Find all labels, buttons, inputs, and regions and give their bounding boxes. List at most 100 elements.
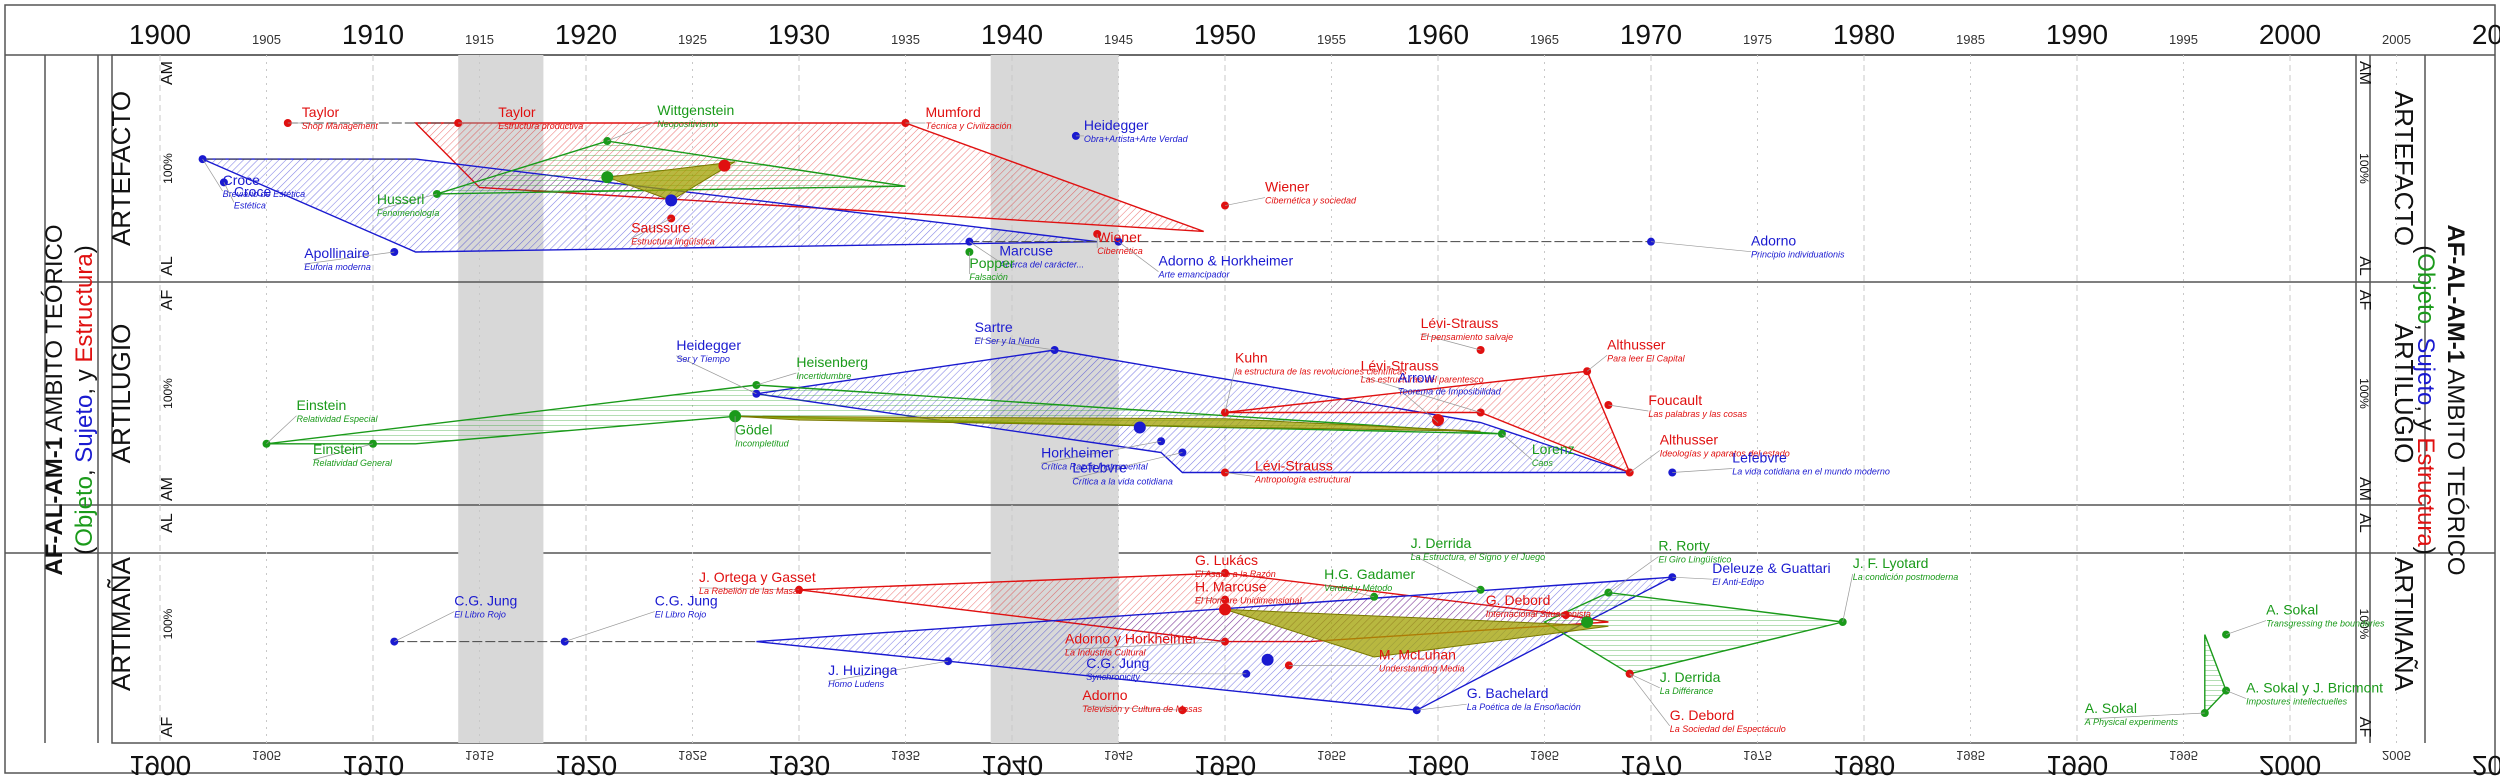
leader-line [1672, 468, 1733, 473]
author-name: J. Ortega y Gasset [699, 569, 816, 585]
title-sep1-right: , [2412, 324, 2439, 337]
leader-line [1194, 597, 1226, 600]
title-code: AF-AL-AM-1 [41, 437, 68, 576]
author-name: G. Lukács [1195, 552, 1258, 568]
author-name: J. Derrida [1411, 535, 1472, 551]
author-name: Lorenz [1532, 441, 1575, 457]
leader-line [1118, 241, 1159, 272]
author-name: Mumford [926, 104, 981, 120]
axis-layer: 1900 1900 1910 1910 1920 1920 1930 1930 1940 1940… [129, 19, 2500, 781]
leader-line [2225, 620, 2267, 635]
right-title: AF-AL-AM-1 AMBITO TEÓRICO (Objeto, Sujet… [2412, 224, 2469, 575]
leader-line [1629, 450, 1660, 473]
work-title: El Anti-Edipo [1712, 577, 1764, 587]
leader-line [676, 355, 757, 395]
work-title: Relatividad General [313, 458, 393, 468]
author-name: Arrow [1398, 370, 1435, 386]
axis-major-top-1950: 1950 [1194, 19, 1256, 50]
author-name: J. F. Lyotard [1853, 555, 1929, 571]
work-title: La Sociedad del Espectáculo [1670, 724, 1786, 734]
leader-line [1629, 673, 1670, 727]
leader-line [1064, 641, 1226, 650]
band-tag-right: 100% [2357, 153, 2371, 184]
axis-major-bottom-1990: 1990 [2046, 750, 2108, 778]
centroid-dot-9 [1261, 653, 1274, 666]
work-title: Shop Management [302, 121, 379, 131]
leader-line [607, 120, 658, 142]
work-title: Crítica Razón Instrumental [1041, 461, 1149, 471]
leader-line [1224, 368, 1236, 413]
leader-line [2225, 690, 2247, 699]
title-sep2: , y [71, 363, 98, 395]
leader-line [1501, 433, 1533, 461]
author-name: Althusser [1660, 432, 1719, 448]
axis-major-top-1980: 1980 [1833, 19, 1895, 50]
work-title: La Différance [1660, 686, 1714, 696]
axis-major-bottom-2010: 2010 [2472, 750, 2500, 778]
title-open: ( [71, 547, 98, 555]
leader-line [1416, 703, 1467, 711]
axis-minor-top-1915: 1915 [465, 32, 494, 47]
title-code-right: AF-AL-AM-1 [2442, 224, 2469, 363]
axis-major-top-1910: 1910 [342, 19, 404, 50]
author-name: Adorno [1082, 687, 1127, 703]
band-tag-left: AF [159, 717, 176, 738]
leader-line [828, 660, 949, 682]
leader-line [202, 158, 223, 192]
work-title: Homo Ludens [828, 679, 885, 689]
author-name: Marcuse [999, 243, 1053, 259]
band-tag-right: AL [2356, 513, 2373, 533]
leader-line [756, 372, 797, 386]
overlap-region-1 [607, 161, 736, 201]
author-name: Adorno & Horkheimer [1159, 253, 1294, 269]
leader-line [1608, 404, 1649, 412]
author-name: Heidegger [1084, 117, 1149, 133]
work-title: El Asalto a la Razón [1195, 569, 1276, 579]
author-name: Horkheimer [1041, 444, 1114, 460]
author-name: Husserl [377, 191, 424, 207]
axis-minor-bottom-1945: 1945 [1104, 748, 1133, 763]
band-tag-right: AM [2356, 61, 2373, 85]
leader-line [1194, 570, 1226, 574]
leader-line [2084, 712, 2205, 720]
axis-minor-top-1905: 1905 [252, 32, 281, 47]
svg-text:(Objeto, Sujeto, y Estructura): (Objeto, Sujeto, y Estructura) [2412, 245, 2439, 555]
leader-line [1324, 584, 1375, 598]
axis-minor-bottom-1965: 1965 [1530, 748, 1559, 763]
axis-major-top-1970: 1970 [1620, 19, 1682, 50]
band-label-right: ARTIMAÑA [2389, 557, 2419, 692]
band-tag-left: AF [159, 290, 176, 311]
svg-text:AF-AL-AM-1 AMBITO TEÓRICO: AF-AL-AM-1 AMBITO TEÓRICO [41, 224, 68, 575]
work-title: Cibernética y sociedad [1265, 196, 1357, 206]
axis-minor-bottom-1975: 1975 [1743, 748, 1772, 763]
band-tag-right: AF [2356, 290, 2373, 311]
axis-minor-top-1955: 1955 [1317, 32, 1346, 47]
svg-text:AF-AL-AM-1 AMBITO TEÓRICO: AF-AL-AM-1 AMBITO TEÓRICO [2442, 224, 2469, 575]
axis-minor-bottom-2005: 2005 [2382, 748, 2411, 763]
author-name: Adorno y Horkheimer [1065, 631, 1198, 647]
author-name: C.G. Jung [655, 593, 718, 609]
work-title: Verdad y Método [1324, 583, 1392, 593]
author-name: M. McLuhan [1379, 646, 1456, 662]
centroid-dot-7 [1219, 603, 1231, 616]
axis-minor-top-1935: 1935 [891, 32, 920, 47]
left-title: AF-AL-AM-1 AMBITO TEÓRICO (Objeto, Sujet… [41, 224, 98, 575]
band-tag-left: AM [159, 477, 176, 501]
axis-minor-top-1985: 1985 [1956, 32, 1985, 47]
axis-major-bottom-1900: 1900 [129, 750, 191, 778]
shape-layer [202, 122, 2227, 715]
work-title: El Libro Rojo [454, 610, 506, 620]
axis-major-top-1900: 1900 [129, 19, 191, 50]
leader-line [1629, 673, 1660, 689]
work-title: Understanding Media [1379, 663, 1465, 673]
band-tag-left: 100% [161, 608, 175, 639]
axis-minor-top-2005: 2005 [2382, 32, 2411, 47]
author-name: Gödel [735, 421, 772, 437]
axis-major-bottom-1970: 1970 [1620, 750, 1682, 778]
author-name: Popper [969, 255, 1014, 271]
leader-line [564, 611, 655, 642]
work-title: Estructura lingüística [631, 236, 715, 246]
band-label-left: ARTILUGIO [106, 324, 136, 464]
work-title: Cibernética [1097, 246, 1143, 256]
author-name: Heisenberg [796, 354, 868, 370]
